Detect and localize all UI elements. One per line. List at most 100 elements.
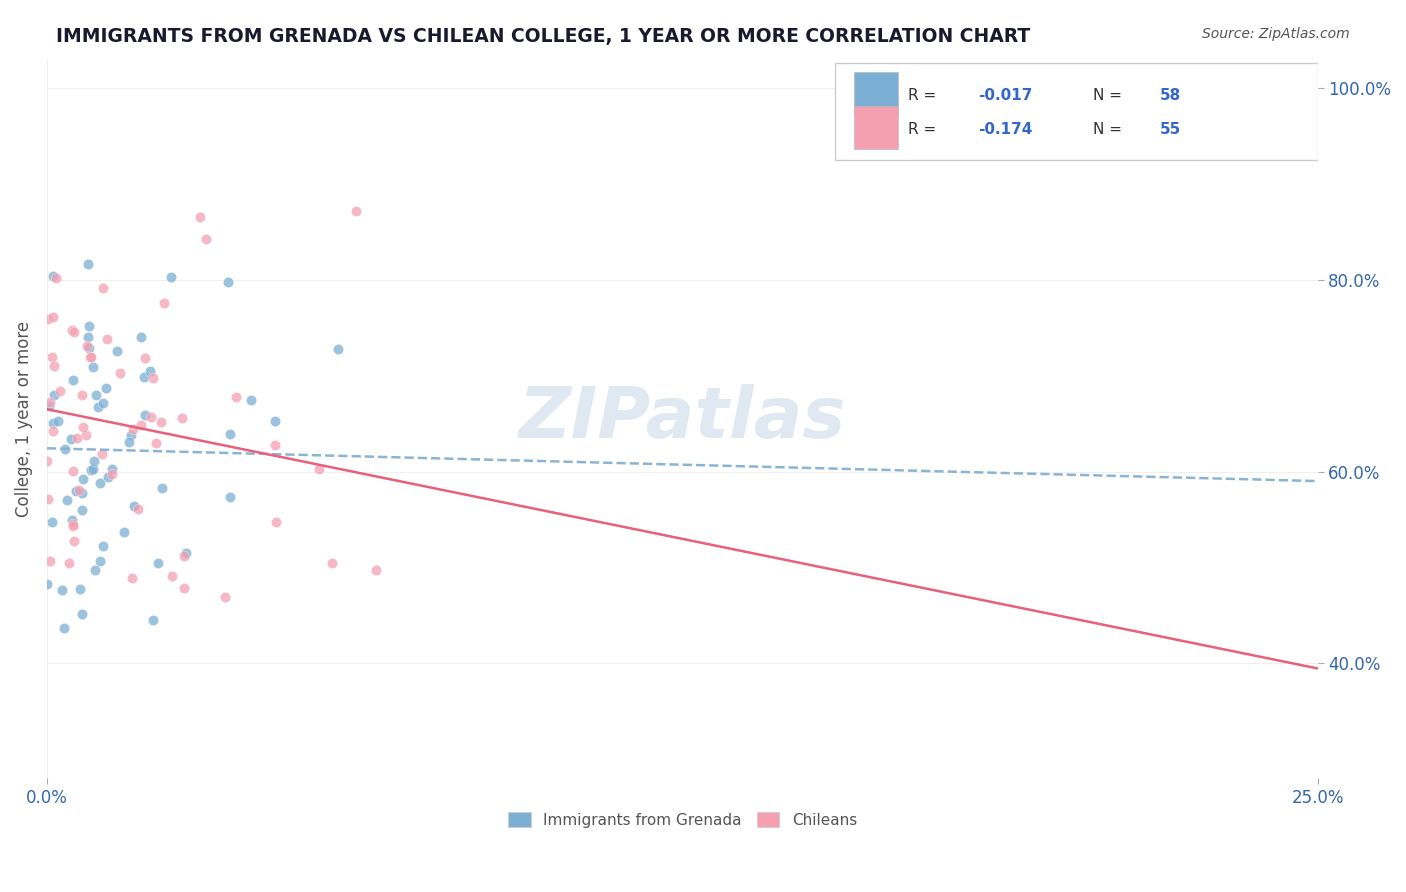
Point [62,325,84,339]
Y-axis label: College, 1 year or more: College, 1 year or more [15,321,32,517]
Point [62,464,84,478]
Point [82,360,104,375]
Point [148,557,170,571]
Point [173,581,195,595]
Point [120,428,142,442]
Point [117,434,139,449]
Point [62,517,84,532]
Text: 58: 58 [1160,88,1181,103]
Point [62,374,84,388]
Point [89,476,111,491]
Point [153,296,176,310]
Point [326,342,349,356]
Point [76,330,98,344]
Point [174,546,197,560]
Point [344,204,367,219]
Point [42,310,65,324]
Point [76,257,98,271]
Point [145,436,167,450]
Point [96,332,118,346]
Point [139,364,162,378]
Point [35,454,58,468]
Point [56,493,79,508]
Point [149,415,172,429]
Point [132,370,155,384]
Point [41,515,63,529]
Point [91,280,114,294]
Point [105,343,128,358]
Text: Source: ZipAtlas.com: Source: ZipAtlas.com [1202,27,1350,41]
Text: N =: N = [1092,122,1126,136]
Point [70,387,93,401]
Text: R =: R = [908,88,942,103]
Point [60,513,83,527]
Point [60,323,83,337]
Point [239,393,262,408]
Point [142,613,165,627]
Point [53,621,76,635]
Point [94,381,117,395]
Text: IMMIGRANTS FROM GRENADA VS CHILEAN COLLEGE, 1 YEAR OR MORE CORRELATION CHART: IMMIGRANTS FROM GRENADA VS CHILEAN COLLE… [56,27,1031,45]
Point [38,399,60,413]
Point [84,563,107,577]
Point [122,499,145,513]
Point [37,311,59,326]
Point [100,462,122,476]
Point [112,525,135,540]
Point [134,351,156,365]
Text: N =: N = [1092,88,1126,103]
Point [80,463,103,477]
Point [101,467,124,481]
Point [108,366,131,380]
Point [225,390,247,404]
Point [53,442,76,456]
Point [38,394,60,409]
Point [79,350,101,364]
Point [42,269,65,284]
Point [214,590,236,604]
Point [188,211,211,225]
Point [96,470,118,484]
Point [86,388,108,402]
Point [69,582,91,596]
Point [121,571,143,585]
Point [194,232,217,246]
Point [75,427,97,442]
Point [172,411,194,425]
Point [264,438,287,452]
Point [44,388,66,402]
Text: -0.174: -0.174 [979,122,1032,136]
Text: 55: 55 [1160,122,1181,136]
Point [218,490,240,504]
Point [72,472,94,486]
Point [72,503,94,517]
Point [82,462,104,476]
Point [160,270,183,285]
Point [42,424,65,438]
Point [42,359,65,373]
Point [121,421,143,435]
Point [70,485,93,500]
FancyBboxPatch shape [853,72,898,115]
Point [134,408,156,422]
Point [129,417,152,432]
Point [321,556,343,570]
FancyBboxPatch shape [835,63,1317,161]
Point [150,481,173,495]
Point [70,607,93,621]
Point [87,400,110,414]
Point [91,396,114,410]
Point [264,414,287,428]
Legend: Immigrants from Grenada, Chileans: Immigrants from Grenada, Chileans [501,804,865,835]
Point [162,569,184,583]
Point [142,370,165,384]
Point [93,539,115,553]
Point [63,534,86,549]
Point [58,556,80,570]
Point [51,583,73,598]
Point [65,483,87,498]
Text: ZIPatlas: ZIPatlas [519,384,846,453]
Point [65,432,87,446]
Point [266,515,288,529]
Point [89,553,111,567]
